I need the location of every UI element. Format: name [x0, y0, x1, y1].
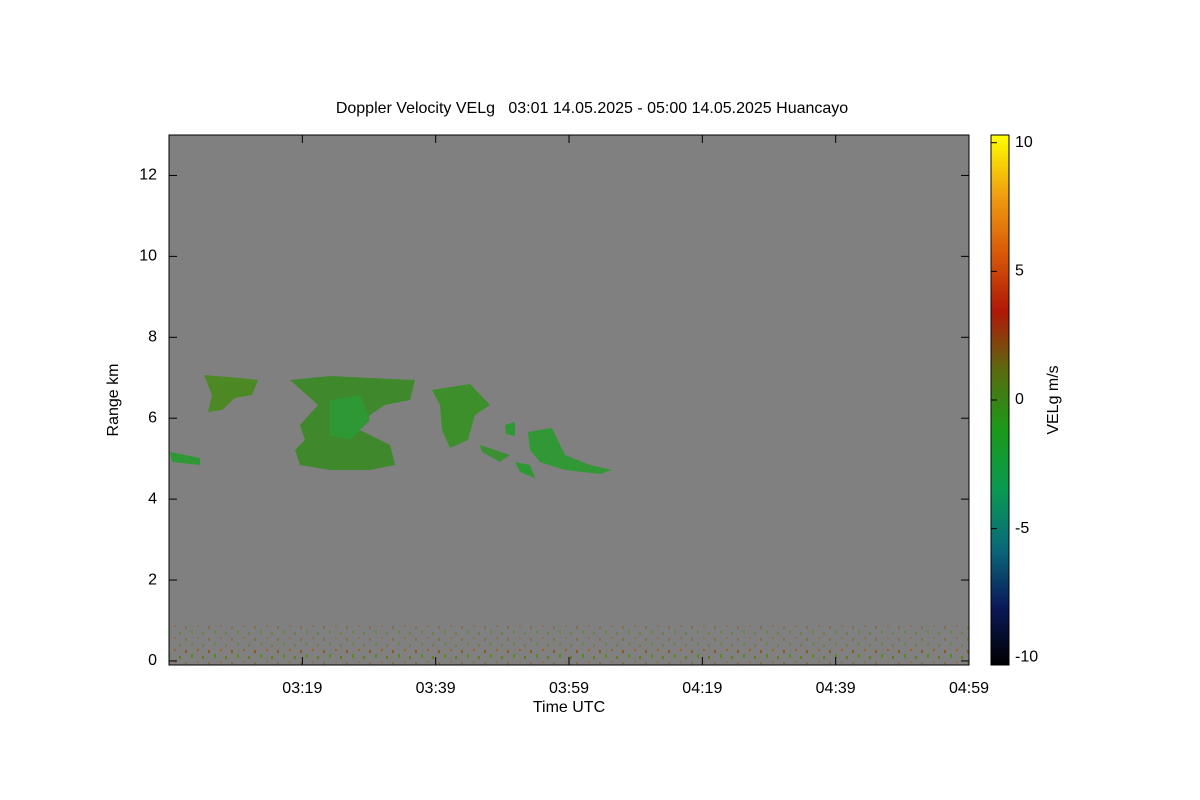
colorbar-tick-label: 10 [1015, 134, 1033, 151]
y-tick-label: 6 [148, 409, 157, 426]
colorbar-tick-label: -10 [1015, 649, 1038, 666]
colorbar-tick-label: 0 [1015, 391, 1024, 408]
x-tick-label: 04:39 [816, 680, 856, 697]
y-axis-label: Range km [105, 364, 122, 437]
y-tick-label: 2 [148, 571, 157, 588]
echo-regions [170, 375, 612, 478]
x-tick-label: 03:39 [416, 680, 456, 697]
y-tick-label: 8 [148, 329, 157, 346]
colorbar-tick-label: 5 [1015, 263, 1024, 280]
y-tick-label: 12 [139, 167, 157, 184]
y-tick-label: 10 [139, 248, 157, 265]
plot-area [169, 135, 969, 665]
x-tick-label: 03:19 [282, 680, 322, 697]
x-tick-label: 03:59 [549, 680, 589, 697]
ground-clutter [169, 648, 969, 661]
x-axis-label: Time UTC [533, 699, 605, 716]
y-tick-label: 4 [148, 490, 157, 507]
chart-title: Doppler Velocity VELg 03:01 14.05.2025 -… [336, 100, 848, 117]
colorbar-tick-label: -5 [1015, 520, 1029, 537]
colorbar-label: VELg m/s [1045, 365, 1062, 434]
x-tick-label: 04:19 [682, 680, 722, 697]
y-tick-label: 0 [148, 652, 157, 669]
x-tick-label: 04:59 [949, 680, 989, 697]
